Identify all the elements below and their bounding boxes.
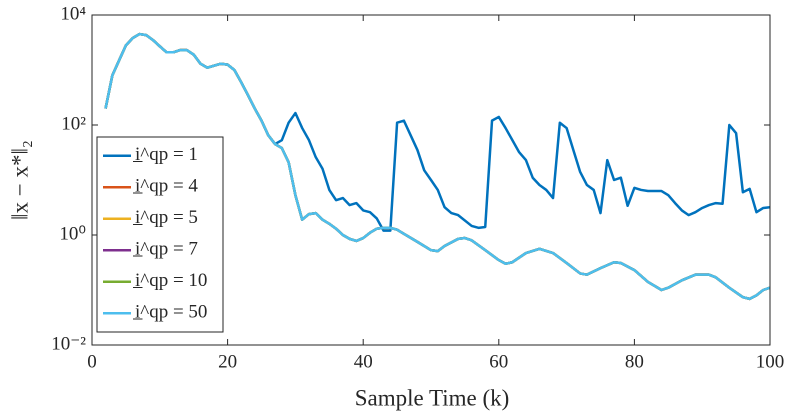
- legend-label: i̲^qp = 10: [133, 270, 208, 291]
- x-tick-label: 40: [354, 351, 373, 372]
- axes-box: [91, 14, 771, 346]
- y-tick-label: 10⁰: [59, 223, 86, 244]
- y-tick-label: 10⁴: [60, 3, 86, 24]
- x-tick-label: 80: [625, 351, 644, 372]
- x-tick-label: 20: [218, 351, 237, 372]
- y-axis-label: ‖x − x*‖₂: [7, 140, 32, 220]
- legend-label: i̲^qp = 4: [133, 176, 199, 197]
- legend-label: i̲^qp = 50: [133, 302, 208, 323]
- legend-label: i̲^qp = 7: [133, 239, 198, 260]
- x-tick-label: 100: [756, 351, 785, 372]
- y-tick-label: 10²: [61, 113, 86, 134]
- legend-label: i̲^qp = 5: [133, 207, 198, 228]
- x-tick-label: 60: [489, 351, 508, 372]
- y-tick-label: 10⁻²: [51, 333, 86, 354]
- x-axis-label: Sample Time (k): [355, 385, 510, 410]
- legend-label: i̲^qp = 1: [133, 144, 198, 165]
- series-line: [104, 32, 770, 301]
- legend-box: [96, 136, 224, 333]
- x-tick-label: 0: [87, 351, 97, 372]
